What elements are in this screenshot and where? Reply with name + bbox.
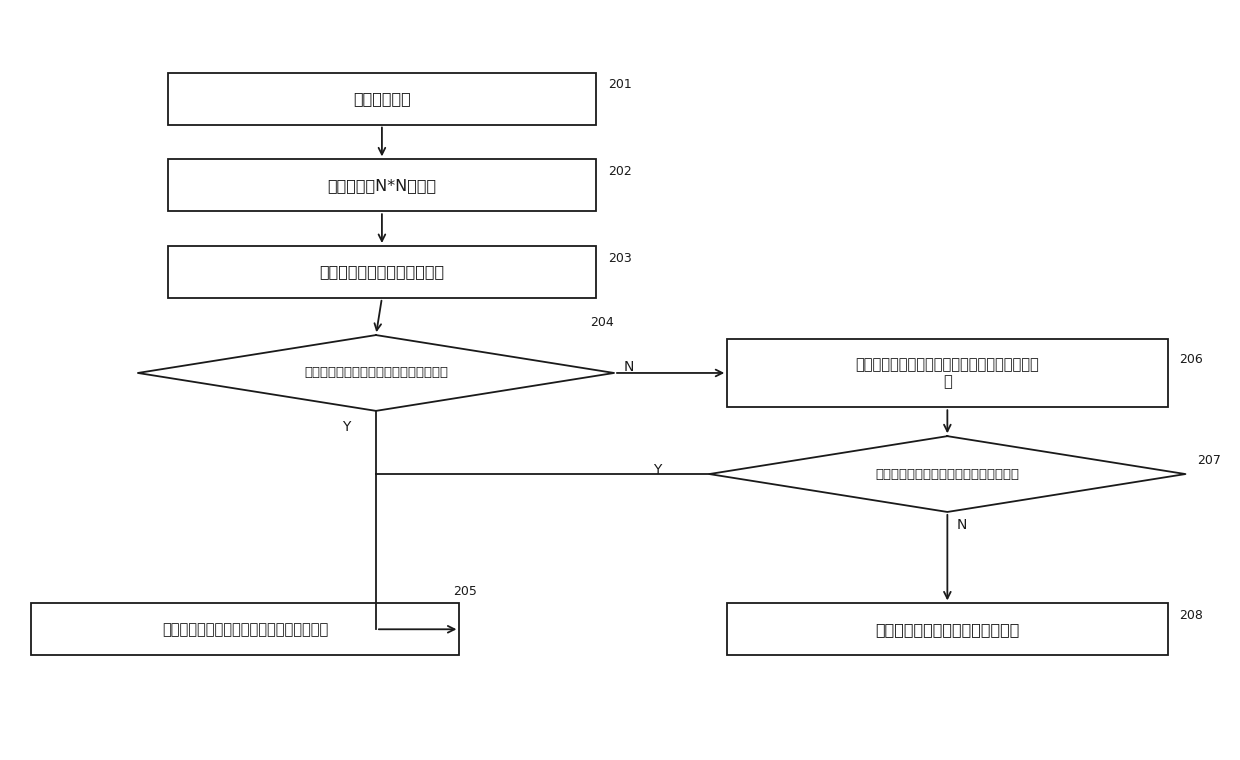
Text: N: N: [624, 360, 634, 374]
FancyBboxPatch shape: [727, 603, 1168, 655]
Text: 接收多个图像: 接收多个图像: [353, 91, 410, 106]
Text: 送至特征提取模块完成支付图像的特征提取: 送至特征提取模块完成支付图像的特征提取: [162, 622, 329, 637]
Text: 207: 207: [1198, 454, 1221, 467]
Text: 201: 201: [608, 78, 632, 91]
FancyBboxPatch shape: [167, 160, 596, 211]
Text: 205: 205: [454, 584, 477, 597]
Text: 对支付图像中的杂质进行剔除操作: 对支付图像中的杂质进行剔除操作: [875, 622, 1019, 637]
Text: 判断感兴趣区域是否符合二维码基本形态: 判断感兴趣区域是否符合二维码基本形态: [875, 467, 1019, 480]
Text: 204: 204: [590, 316, 614, 329]
Text: 对图像划分N*N个子块: 对图像划分N*N个子块: [327, 178, 436, 193]
FancyBboxPatch shape: [167, 73, 596, 125]
Text: 判断感兴趣区域是否符合二维码基本形态: 判断感兴趣区域是否符合二维码基本形态: [304, 366, 448, 379]
Text: 基于梯度矢量流的主动轮廓模型进行二次分割操
作: 基于梯度矢量流的主动轮廓模型进行二次分割操 作: [856, 356, 1039, 389]
Polygon shape: [138, 335, 614, 411]
Text: Y: Y: [342, 420, 351, 434]
Text: 通过大津算法进行粗分割操作: 通过大津算法进行粗分割操作: [320, 264, 444, 280]
Text: 203: 203: [608, 252, 632, 264]
Text: 202: 202: [608, 165, 632, 178]
Text: Y: Y: [653, 463, 662, 477]
Text: N: N: [957, 518, 967, 532]
Text: 206: 206: [1179, 353, 1203, 366]
FancyBboxPatch shape: [727, 339, 1168, 407]
Polygon shape: [709, 436, 1185, 512]
FancyBboxPatch shape: [31, 603, 459, 655]
FancyBboxPatch shape: [167, 246, 596, 298]
Text: 208: 208: [1179, 609, 1203, 622]
